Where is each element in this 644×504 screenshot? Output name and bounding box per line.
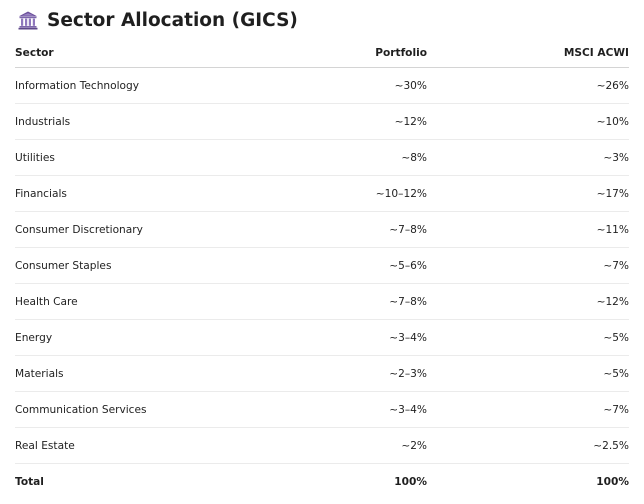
portfolio-cell: ~3–4% — [315, 319, 427, 356]
table-row: Real Estate ~2% ~2.5% — [15, 427, 629, 464]
sector-cell: Utilities — [15, 139, 315, 176]
column-header-portfolio: Portfolio — [315, 38, 427, 68]
sector-allocation-table: Sector Portfolio MSCI ACWI Information T… — [15, 38, 629, 500]
msci-acwi-cell: ~17% — [427, 175, 629, 212]
table-row: Information Technology ~30% ~26% — [15, 67, 629, 104]
total-row: Total 100% 100% — [15, 464, 629, 501]
msci-acwi-cell: 100% — [596, 476, 629, 488]
table-row: Health Care ~7–8% ~12% — [15, 283, 629, 320]
portfolio-cell: 100% — [394, 476, 427, 488]
msci-acwi-cell: ~5% — [427, 355, 629, 392]
msci-acwi-cell: ~3% — [427, 139, 629, 176]
table-row: Energy ~3–4% ~5% — [15, 319, 629, 356]
table-row: Materials ~2–3% ~5% — [15, 355, 629, 392]
portfolio-cell: ~12% — [315, 103, 427, 140]
column-header-sector: Sector — [15, 38, 315, 68]
table-body: Information Technology ~30% ~26% Industrial… — [15, 67, 629, 501]
sector-cell: Consumer Staples — [15, 247, 315, 284]
sector-cell: Communication Services — [15, 391, 315, 428]
msci-acwi-cell: ~5% — [427, 319, 629, 356]
sector-cell: Consumer Discretionary — [15, 211, 315, 248]
msci-acwi-cell: ~11% — [427, 211, 629, 248]
portfolio-cell: ~7–8% — [315, 283, 427, 320]
table-header-row: Sector Portfolio MSCI ACWI — [15, 38, 629, 68]
portfolio-cell: ~5–6% — [315, 247, 427, 284]
msci-acwi-cell: ~10% — [427, 103, 629, 140]
table-row: Consumer Discretionary ~7–8% ~11% — [15, 211, 629, 248]
bank-icon — [18, 11, 38, 30]
sector-cell: Total — [15, 476, 44, 488]
msci-acwi-cell: ~26% — [427, 67, 629, 104]
table-row: Industrials ~12% ~10% — [15, 103, 629, 140]
portfolio-cell: ~7–8% — [315, 211, 427, 248]
portfolio-cell: ~8% — [315, 139, 427, 176]
column-header-msci-acwi: MSCI ACWI — [427, 38, 629, 68]
msci-acwi-cell: ~2.5% — [427, 427, 629, 464]
portfolio-cell: ~2% — [315, 427, 427, 464]
portfolio-cell: ~30% — [315, 67, 427, 104]
sector-cell: Industrials — [15, 103, 315, 140]
sector-cell: Energy — [15, 319, 315, 356]
page-title: Sector Allocation (GICS) — [47, 9, 298, 31]
sector-cell: Materials — [15, 355, 315, 392]
portfolio-cell: ~2–3% — [315, 355, 427, 392]
sector-cell: Financials — [15, 175, 315, 212]
table-row: Utilities ~8% ~3% — [15, 139, 629, 176]
sector-cell: Health Care — [15, 283, 315, 320]
portfolio-cell: ~10–12% — [315, 175, 427, 212]
msci-acwi-cell: ~7% — [427, 247, 629, 284]
table-row: Consumer Staples ~5–6% ~7% — [15, 247, 629, 284]
sector-cell: Real Estate — [15, 427, 315, 464]
table-row: Communication Services ~3–4% ~7% — [15, 391, 629, 428]
msci-acwi-cell: ~7% — [427, 391, 629, 428]
sector-cell: Information Technology — [15, 67, 315, 104]
msci-acwi-cell: ~12% — [427, 283, 629, 320]
portfolio-cell: ~3–4% — [315, 391, 427, 428]
table-row: Financials ~10–12% ~17% — [15, 175, 629, 212]
page-header: Sector Allocation (GICS) — [18, 7, 298, 33]
